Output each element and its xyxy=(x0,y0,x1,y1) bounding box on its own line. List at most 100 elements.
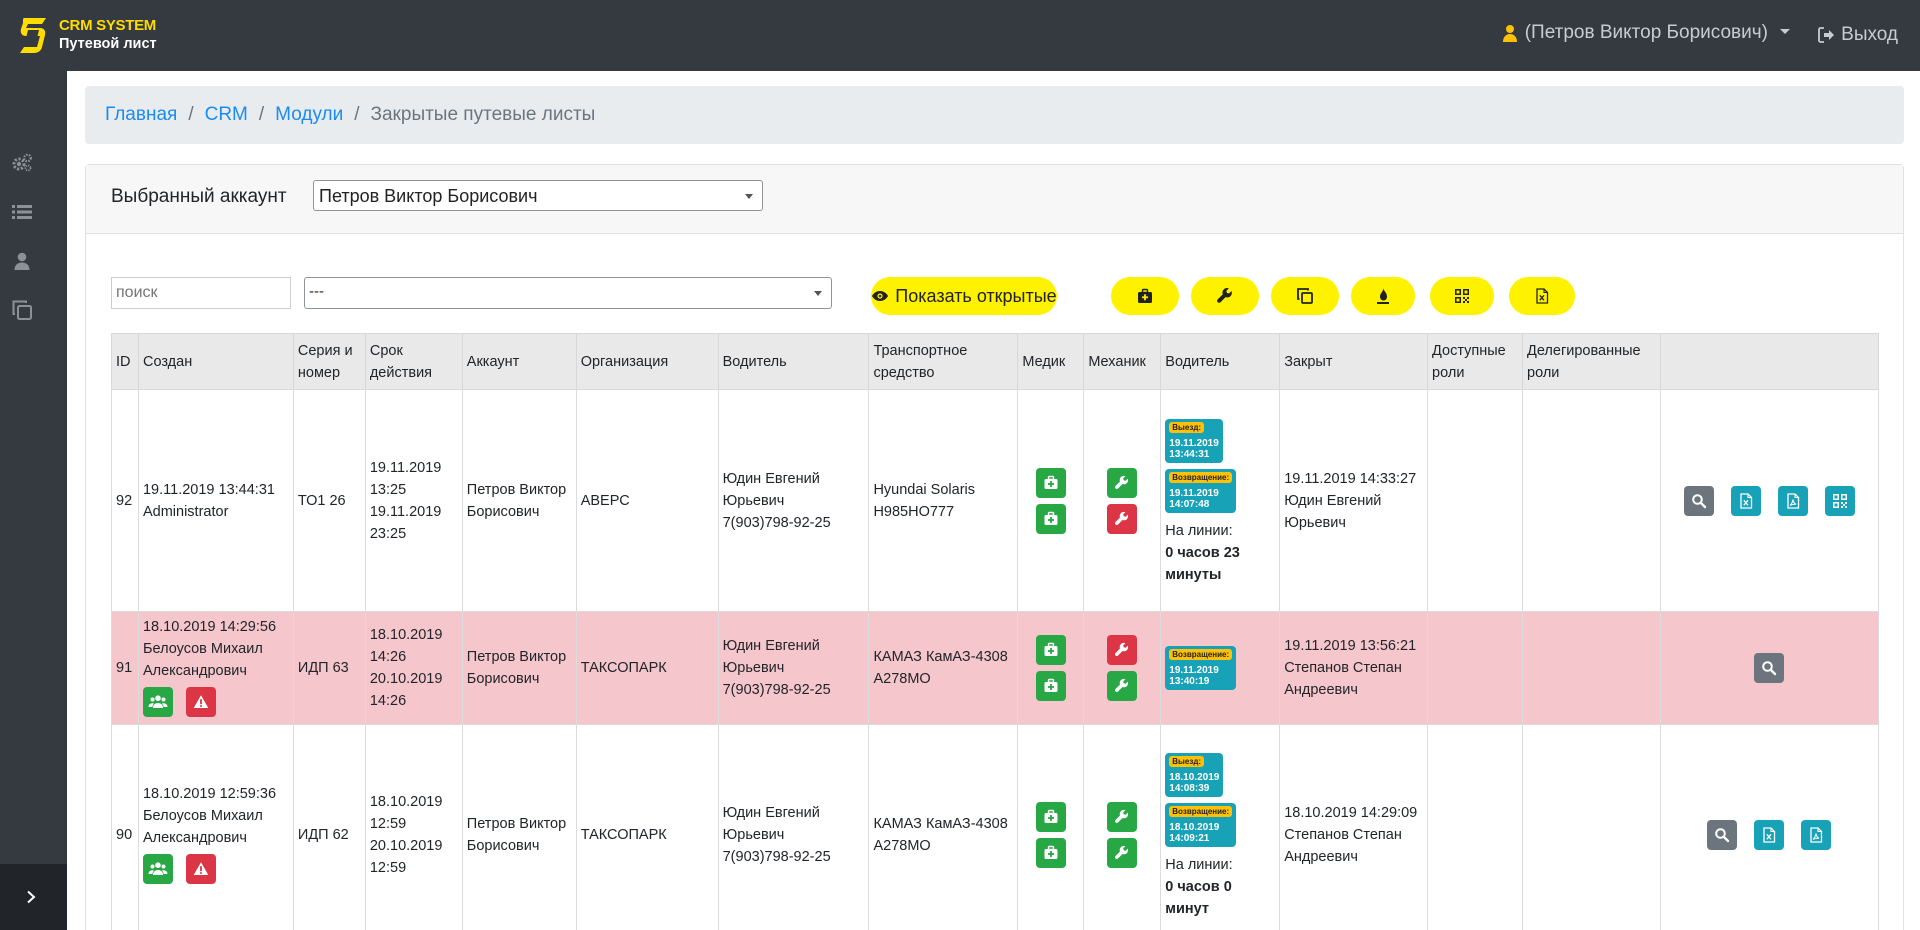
created-by: Белоусов Михаил Александрович xyxy=(142,807,263,846)
search-input[interactable] xyxy=(111,277,291,309)
excel-button[interactable] xyxy=(1730,485,1761,516)
cell-driver: Юдин Евгений Юрьевич 7(903)798-92-25 xyxy=(717,724,870,930)
col-header[interactable]: Аккаунт xyxy=(461,333,577,390)
mechanic-return-button[interactable] xyxy=(1107,837,1138,868)
breadcrumb-crm[interactable]: CRM xyxy=(204,104,248,125)
mechanic-return-button[interactable] xyxy=(1107,671,1138,701)
col-header[interactable]: Механик xyxy=(1083,333,1162,390)
account-select-value: Петров Виктор Борисович xyxy=(319,186,538,206)
warning-icon xyxy=(193,861,209,877)
chevron-down-icon xyxy=(814,291,822,296)
users-button[interactable] xyxy=(142,687,173,717)
warning-button[interactable] xyxy=(185,687,216,717)
medic-filter-button[interactable] xyxy=(1111,277,1179,315)
medic-exit-button[interactable] xyxy=(1035,635,1066,665)
pdf-button[interactable] xyxy=(1801,819,1832,850)
cell-validity: 19.11.2019 13:25 19.11.2019 23:25 xyxy=(364,389,463,612)
col-header[interactable]: Доступные роли xyxy=(1427,333,1524,390)
medic-return-button[interactable] xyxy=(1035,503,1066,534)
valid-to: 20.10.2019 12:59 xyxy=(369,837,443,876)
cell-created: 18.10.2019 12:59:36 Белоусов Михаил Алек… xyxy=(137,724,294,930)
mechanic-exit-button[interactable] xyxy=(1107,467,1138,498)
view-button[interactable] xyxy=(1707,819,1738,850)
mechanic-exit-button[interactable] xyxy=(1107,635,1138,665)
table-row[interactable]: 91 18.10.2019 14:29:56 Белоусов Михаил А… xyxy=(111,611,1880,725)
col-header[interactable]: Транспортное средство xyxy=(868,333,1019,390)
return-time: 14:07:48 xyxy=(1169,498,1210,510)
closed-by: Юдин Евгений Юрьевич xyxy=(1284,492,1382,531)
wrench-icon xyxy=(1114,809,1130,825)
list-icon[interactable] xyxy=(11,201,33,223)
vehicle-plate: Н985НО777 xyxy=(873,503,955,520)
return-tag: Возвращение: xyxy=(1169,649,1233,660)
breadcrumb-separator: / xyxy=(258,104,265,125)
closed-by: Степанов Степан Андреевич xyxy=(1284,826,1402,865)
cell-series: ИДП 62 xyxy=(292,724,366,930)
excel-button[interactable] xyxy=(1754,819,1785,850)
show-open-button[interactable]: Показать открытые xyxy=(871,277,1057,315)
mechanic-filter-button[interactable] xyxy=(1191,277,1259,315)
chevron-down-icon xyxy=(745,193,753,199)
cell-mechanic xyxy=(1083,724,1162,930)
account-select[interactable]: Петров Виктор Борисович xyxy=(313,180,763,211)
users-icon xyxy=(148,861,168,877)
cell-driver: Юдин Евгений Юрьевич 7(903)798-92-25 xyxy=(717,389,870,612)
medkit-icon xyxy=(1043,678,1059,694)
cell-validity: 18.10.2019 14:26 20.10.2019 14:26 xyxy=(364,611,463,725)
breadcrumb-home[interactable]: Главная xyxy=(105,104,178,125)
col-header[interactable]: Медик xyxy=(1017,333,1085,390)
col-header[interactable]: Делегированные роли xyxy=(1522,333,1661,390)
driver-phone: 7(903)798-92-25 xyxy=(722,848,831,865)
view-button[interactable] xyxy=(1754,653,1785,683)
pdf-button[interactable] xyxy=(1777,485,1808,516)
cell-actions xyxy=(1659,611,1880,725)
medic-exit-button[interactable] xyxy=(1035,801,1066,832)
warning-button[interactable] xyxy=(185,853,216,884)
filter-select[interactable]: --- xyxy=(304,277,832,309)
fuel-button[interactable] xyxy=(1351,277,1415,315)
cell-delegated-roles xyxy=(1522,611,1661,725)
vehicle-model: КАМАЗ КамАЗ-4308 xyxy=(873,815,1008,832)
view-button[interactable] xyxy=(1683,485,1714,516)
cell-driver-times: Выезд: 18.10.2019 14:08:39 Возвращение: 18.… xyxy=(1160,724,1281,930)
return-date: 18.10.2019 xyxy=(1169,821,1220,833)
cell-actions xyxy=(1659,724,1880,930)
brand[interactable]: CRM SYSTEM Путевой лист xyxy=(18,16,157,54)
logout-link[interactable]: Выход xyxy=(1818,24,1898,46)
table-row[interactable]: 92 19.11.2019 13:44:31 Administrator ТО1… xyxy=(111,389,1880,612)
excel-export-button[interactable] xyxy=(1509,277,1575,315)
table-row[interactable]: 90 18.10.2019 12:59:36 Белоусов Михаил А… xyxy=(111,724,1880,930)
medic-exit-button[interactable] xyxy=(1035,467,1066,498)
breadcrumb-modules[interactable]: Модули xyxy=(275,104,344,125)
col-header[interactable]: Серия и номер xyxy=(292,333,366,390)
qr-button[interactable] xyxy=(1824,485,1855,516)
copy-button[interactable] xyxy=(1271,277,1339,315)
mechanic-return-button[interactable] xyxy=(1107,503,1138,534)
exit-date: 18.10.2019 xyxy=(1169,771,1220,783)
users-button[interactable] xyxy=(142,853,173,884)
col-header[interactable]: Организация xyxy=(575,333,719,390)
col-header[interactable]: ID xyxy=(111,333,139,390)
medic-return-button[interactable] xyxy=(1035,671,1066,701)
file-excel-icon xyxy=(1761,827,1777,843)
user-menu[interactable]: (Петров Виктор Борисович) xyxy=(1502,22,1790,44)
col-header[interactable]: Водитель xyxy=(1160,333,1281,390)
cogs-icon[interactable] xyxy=(11,152,33,174)
cell-created: 19.11.2019 13:44:31 Administrator xyxy=(137,389,294,612)
search-icon xyxy=(1714,827,1730,843)
qr-button[interactable] xyxy=(1430,277,1494,315)
medic-return-button[interactable] xyxy=(1035,837,1066,868)
cell-vehicle: КАМАЗ КамАЗ-4308 А278МО xyxy=(868,724,1019,930)
medkit-icon xyxy=(1043,475,1059,491)
col-header[interactable]: Водитель xyxy=(717,333,870,390)
col-header[interactable]: Закрыт xyxy=(1279,333,1429,390)
file-pdf-icon xyxy=(1808,827,1824,843)
copy-icon[interactable] xyxy=(11,299,33,321)
mechanic-exit-button[interactable] xyxy=(1107,801,1138,832)
col-header[interactable]: Срок действия xyxy=(364,333,463,390)
col-header[interactable]: Создан xyxy=(137,333,294,390)
cell-account: Петров Виктор Борисович xyxy=(461,611,577,725)
sidebar-toggle[interactable] xyxy=(0,864,67,930)
valid-to: 20.10.2019 14:26 xyxy=(369,671,443,709)
user-icon[interactable] xyxy=(11,250,33,272)
